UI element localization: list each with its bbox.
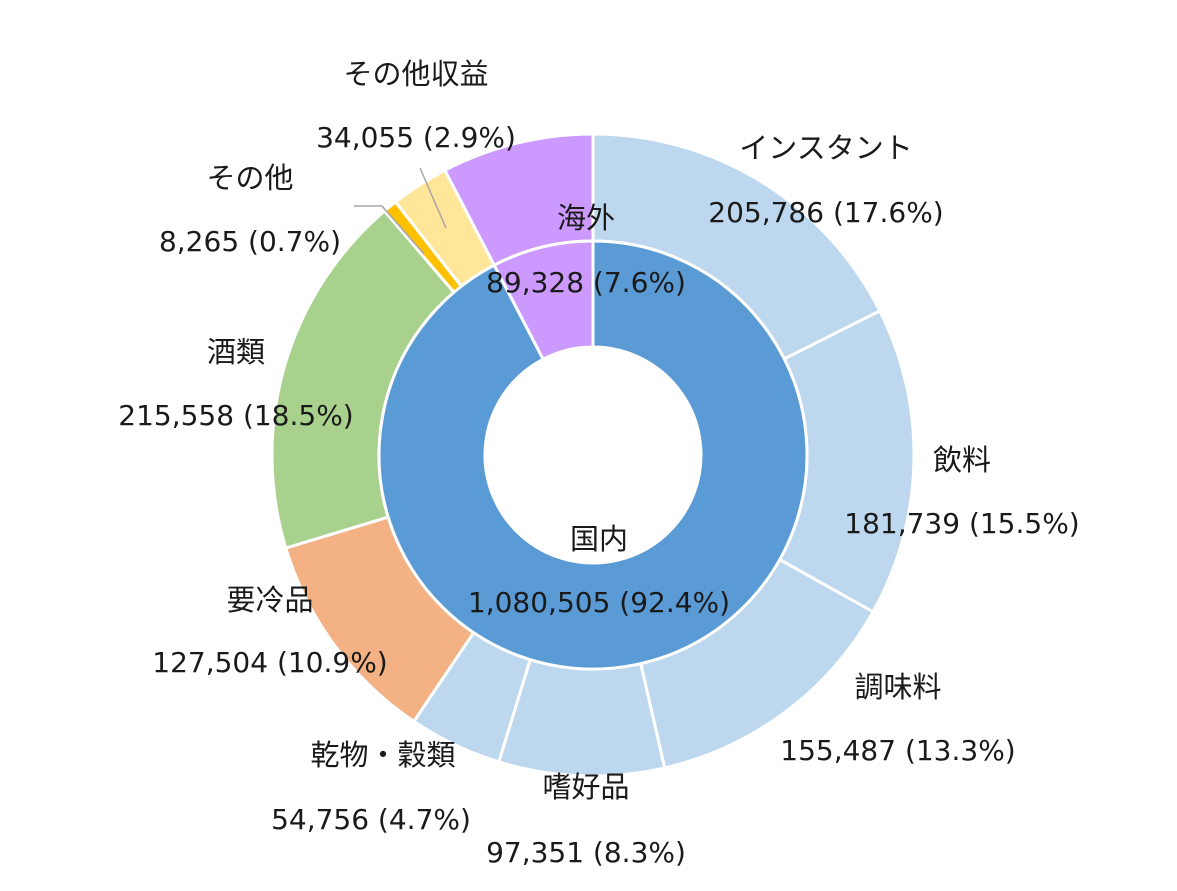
label-luxury-value: 97,351 (8.3%): [486, 836, 686, 869]
label-instant-value: 205,786 (17.6%): [708, 196, 943, 229]
label-dried-grains: 乾物・穀類 54,756 (4.7%): [271, 738, 471, 836]
label-other-revenue: その他収益 34,055 (2.9%): [316, 57, 516, 154]
label-luxury-name: 嗜好品: [542, 770, 629, 804]
label-domestic-name: 国内: [570, 522, 628, 556]
label-other-name: その他: [206, 161, 293, 195]
outer-ring: [270, 132, 916, 778]
label-domestic: 国内 1,080,505 (92.4%): [468, 522, 730, 619]
label-alcohol-value: 215,558 (18.5%): [118, 399, 353, 432]
label-overseas-name: 海外: [557, 201, 615, 235]
label-chilled: 要冷品 127,504 (10.9%): [152, 583, 387, 679]
label-alcohol-name: 酒類: [207, 335, 265, 369]
label-other: その他 8,265 (0.7%): [159, 161, 341, 258]
label-seasoning: 調味料 155,487 (13.3%): [780, 670, 1015, 767]
leader-lines: [354, 167, 447, 255]
label-instant: インスタント 205,786 (17.6%): [708, 131, 943, 229]
label-dried-grains-value: 54,756 (4.7%): [271, 803, 471, 836]
label-domestic-value: 1,080,505 (92.4%): [468, 586, 730, 619]
label-beverage: 飲料 181,739 (15.5%): [844, 443, 1079, 540]
label-overseas: 海外 89,328 (7.6%): [486, 201, 686, 299]
label-dried-grains-name: 乾物・穀類: [310, 738, 455, 772]
label-beverage-name: 飲料: [933, 443, 991, 477]
label-luxury: 嗜好品 97,351 (8.3%): [486, 770, 686, 869]
label-seasoning-value: 155,487 (13.3%): [780, 734, 1015, 767]
leader-line-other: [354, 205, 425, 255]
label-alcohol: 酒類 215,558 (18.5%): [118, 335, 353, 432]
leader-line-other-revenue: [419, 167, 447, 229]
label-chilled-value: 127,504 (10.9%): [152, 646, 387, 679]
label-seasoning-name: 調味料: [854, 670, 941, 704]
label-chilled-name: 要冷品: [226, 583, 313, 617]
inner-slice-0: [377, 239, 809, 671]
label-beverage-value: 181,739 (15.5%): [844, 507, 1079, 540]
inner-ring: [377, 239, 809, 671]
label-other-value: 8,265 (0.7%): [159, 225, 341, 258]
inner-slice-1: [492, 239, 595, 362]
label-other-revenue-value: 34,055 (2.9%): [316, 121, 516, 154]
label-other-revenue-name: その他収益: [343, 57, 488, 91]
label-overseas-value: 89,328 (7.6%): [486, 266, 686, 299]
label-instant-name: インスタント: [739, 131, 912, 165]
